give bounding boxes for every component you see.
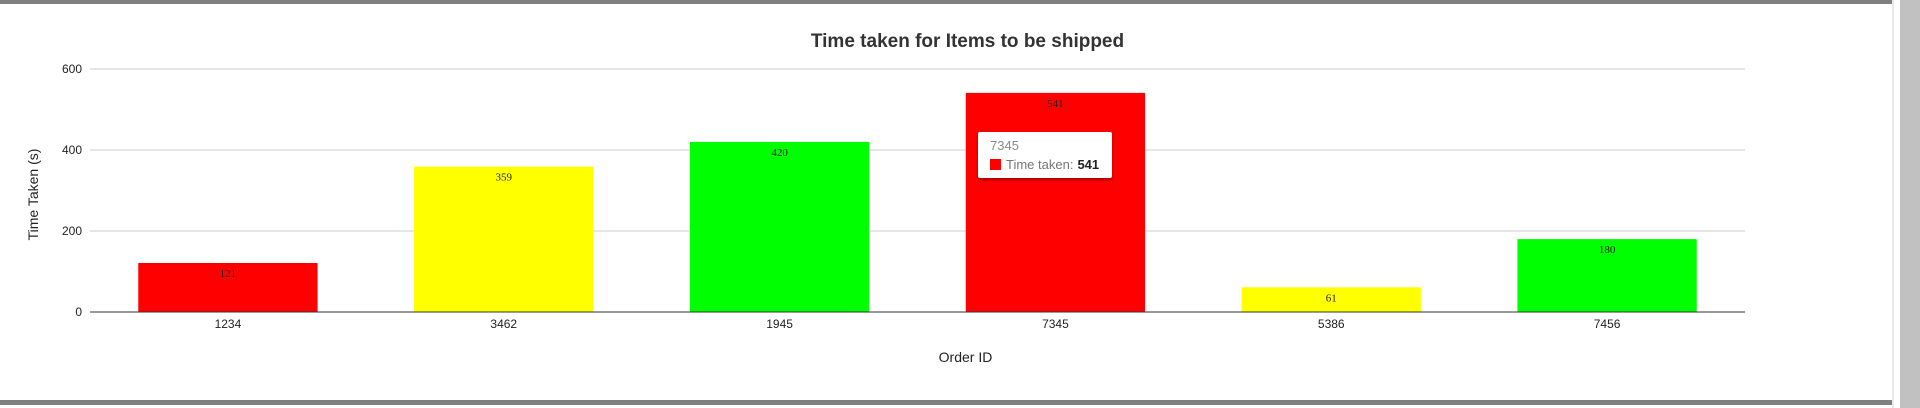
x-tick-label: 7345 [1042,317,1069,331]
y-tick-label: 600 [62,62,82,76]
bar [1517,239,1697,312]
y-tick-label: 0 [75,305,82,319]
y-tick-label: 200 [62,224,82,238]
scrollbar-thumb[interactable] [1900,0,1920,408]
tooltip-title: 7345 [990,138,1019,153]
tooltip-row: Time taken: 541 [990,157,1100,172]
data-label: 420 [771,147,788,159]
bar [1241,287,1421,312]
y-tick-label: 400 [62,143,82,157]
top-border [0,0,1892,4]
x-axis-label: Order ID [939,349,993,365]
x-tick-label: 1945 [766,317,793,331]
x-tick-label: 5386 [1318,317,1345,331]
bottom-border [0,400,1892,405]
data-label: 359 [496,172,513,184]
data-label: 61 [1326,292,1337,304]
tooltip-color-swatch [990,159,1001,170]
data-label: 121 [220,268,237,280]
chart-title: Time taken for Items to be shipped [811,31,1124,52]
x-tick-label: 7456 [1594,317,1621,331]
bar [689,141,870,312]
data-label: 180 [1599,244,1616,256]
bar [414,166,594,312]
bar [138,262,318,312]
bar [965,92,1146,313]
y-axis-label: Time Taken (s) [25,149,41,241]
data-label: 541 [1047,98,1064,110]
x-tick-label: 3462 [490,317,517,331]
tooltip-value: 541 [1077,157,1100,172]
chart-tooltip: 7345 Time taken: 541 [978,132,1112,178]
tooltip-label: Time taken: [1006,157,1074,172]
x-tick-label: 1234 [215,317,242,331]
